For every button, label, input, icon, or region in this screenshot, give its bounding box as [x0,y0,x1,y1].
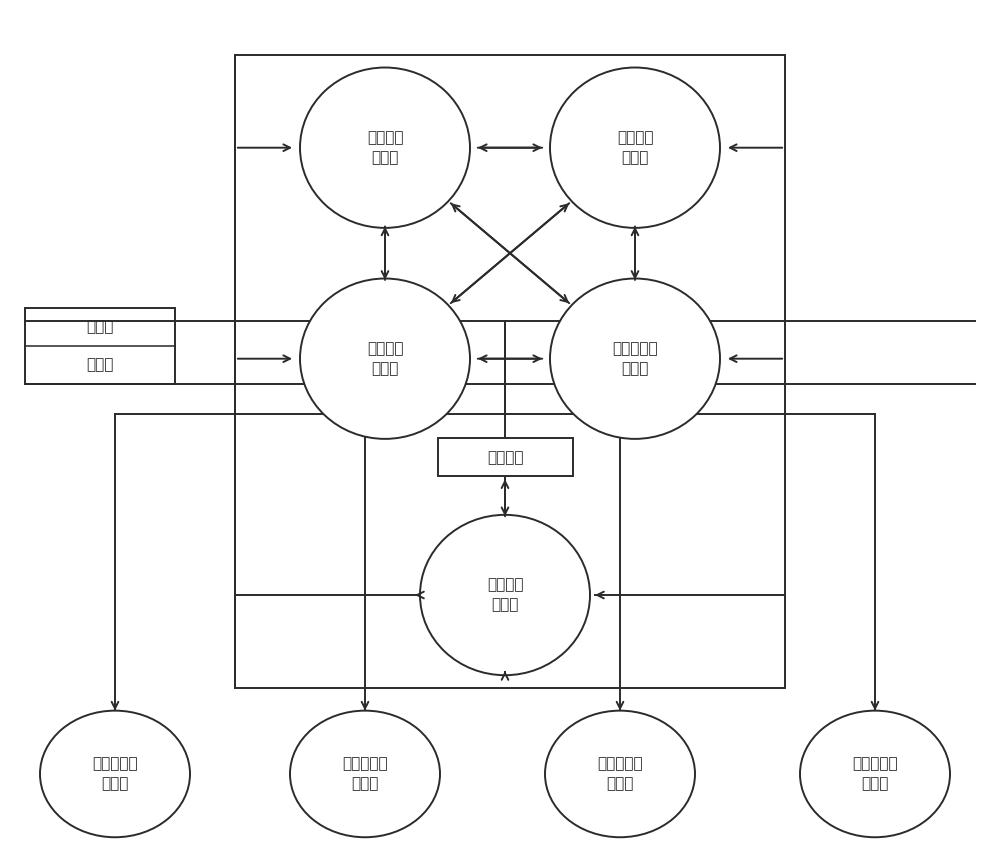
Text: 校园网: 校园网 [86,320,114,334]
Text: 企业服务器
服务器: 企业服务器 服务器 [342,756,388,792]
Text: 企业服务器
服务器: 企业服务器 服务器 [92,756,138,792]
Text: 企业服务器
服务器: 企业服务器 服务器 [597,756,643,792]
Ellipse shape [550,68,720,228]
Text: 实践活跃度
服务器: 实践活跃度 服务器 [612,341,658,376]
Ellipse shape [550,279,720,439]
Ellipse shape [300,279,470,439]
Ellipse shape [800,711,950,837]
Text: 科目评价
服务器: 科目评价 服务器 [367,341,403,376]
Bar [25,308,175,384]
Text: 学生手机: 学生手机 [487,450,523,465]
Text: 就业指导
服务器: 就业指导 服务器 [487,577,523,613]
Ellipse shape [420,515,590,675]
Text: 课时评分
服务器: 课时评分 服务器 [367,130,403,165]
Ellipse shape [290,711,440,837]
Ellipse shape [40,711,190,837]
Bar [438,438,572,476]
Text: 互联网: 互联网 [86,358,114,372]
Bar [235,55,785,688]
Text: 企业服务器
服务器: 企业服务器 服务器 [852,756,898,792]
Text: 考试评分
服务器: 考试评分 服务器 [617,130,653,165]
Ellipse shape [300,68,470,228]
Ellipse shape [545,711,695,837]
